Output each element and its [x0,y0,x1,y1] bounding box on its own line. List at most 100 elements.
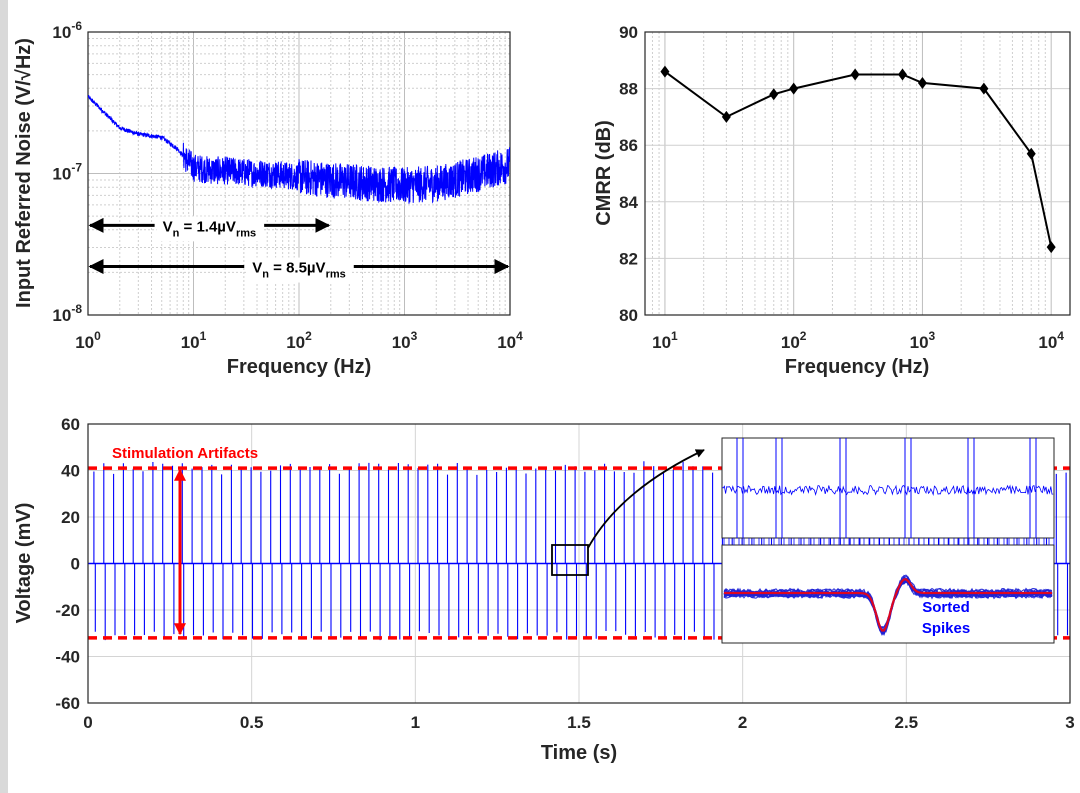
voltage-plot: 0 0.5 1 1.5 2 2.5 3 -60 -40 -20 0 20 40 60 Stimulatio… [13,415,1075,764]
noise-y-tick-1-exp: -7 [71,161,82,175]
noise-x-tick-0-exp: 0 [94,329,101,343]
cmrr-x-tick-2-base: 10 [910,333,929,352]
spikes-inset-traces [723,574,1053,636]
zoom-inset-artifact-1 [775,438,783,538]
zoom-region-box [551,544,589,576]
noise-annotation-0-part-1: n [173,227,180,239]
noise-annotation-0: Vn = 1.4µVrms [163,218,257,239]
voltage-y-tick-0: -60 [55,694,80,713]
noise-y-tick-2: 10-6 [52,19,82,42]
noise-y-tick-2-base: 10 [52,23,71,42]
cmrr-curve [660,65,1056,254]
noise-y-tick-1: 10-7 [52,161,82,184]
noise-x-label: Frequency (Hz) [227,356,371,378]
cmrr-marker-3 [789,82,799,95]
voltage-axes-box [87,423,1071,704]
noise-annotation-bg-0 [156,216,263,242]
noise-annotation-1-part-1: n [262,269,269,281]
cmrr-marker-8 [1026,147,1036,160]
noise-annotation-1-part-0: V [252,260,262,277]
voltage-x-tick-2: 1 [411,713,420,732]
zoom-inset-artifact-5 [1029,438,1037,538]
noise-annotation-0-part-0: V [163,218,173,235]
noise-x-tick-3-exp: 3 [411,329,418,343]
cmrr-grid [645,32,1070,315]
cmrr-y-tick-1: 82 [619,249,638,268]
cmrr-y-tick-2: 84 [619,193,638,212]
noise-y-tick-0-base: 10 [52,306,71,325]
cmrr-axes-box [644,31,1071,316]
noise-x-tick-1: 101 [181,329,207,352]
noise-x-tick-4-base: 10 [497,333,516,352]
cmrr-marker-1 [721,110,731,123]
zoom-arrow [587,449,705,549]
noise-x-tick-1-base: 10 [181,333,200,352]
noise-y-tick-2-exp: -6 [71,19,82,33]
noise-curve-path [88,95,510,204]
voltage-x-tick-0: 0 [83,713,92,732]
cmrr-x-tick-1: 102 [781,329,807,352]
noise-y-label: Input Referred Noise (V/√Hz) [13,38,35,308]
voltage-y-tick-2: -20 [55,601,80,620]
noise-annotation-bg-1 [246,257,352,283]
cmrr-x-tick-0-base: 10 [652,333,671,352]
cmrr-y-tick-3: 86 [619,136,638,155]
sorted-label: Sorted [922,599,970,616]
voltage-x-label: Time (s) [541,742,617,764]
page-left-margin [0,0,8,793]
voltage-ticks: 0 0.5 1 1.5 2 2.5 3 -60 -40 -20 0 20 40 60 [55,415,1074,732]
cmrr-marker-0 [660,65,670,78]
cmrr-x-tick-0: 101 [652,329,678,352]
voltage-x-tick-6: 3 [1065,713,1074,732]
noise-annotation-1: Vn = 8.5µVrms [252,260,346,281]
voltage-x-tick-3: 1.5 [567,713,591,732]
noise-x-tick-3-base: 10 [392,333,411,352]
voltage-x-tick-1: 0.5 [240,713,264,732]
zoom-inset-artifact-0 [736,438,744,538]
cmrr-line [664,70,1053,248]
noise-y-tick-1-base: 10 [52,165,71,184]
noise-annotation-0-part-3: rms [236,227,256,239]
noise-x-tick-2: 102 [286,329,312,352]
noise-axes-box [87,31,511,316]
noise-x-tick-0: 100 [75,329,101,352]
spike-mean-trace [724,578,1052,632]
zoom-inset-artifact-3 [904,438,912,538]
voltage-y-tick-3: 0 [71,555,80,574]
cmrr-marker-2 [769,88,779,101]
noise-x-tick-0-base: 10 [75,333,94,352]
zoom-inset-artifact-2 [839,438,847,538]
noise-x-tick-4: 104 [497,329,523,352]
stimulation-artifacts-label: Stimulation Artifacts [112,445,258,462]
cmrr-y-tick-5: 90 [619,23,638,42]
noise-annotation-1-part-2: = 8.5µV [269,260,326,277]
voltage-y-tick-4: 20 [61,508,80,527]
cmrr-x-tick-3-base: 10 [1038,333,1057,352]
spikes-label: Spikes [922,620,970,637]
zoom-inset [721,437,1055,539]
noise-x-tick-4-exp: 4 [516,329,523,343]
noise-x-tick-2-base: 10 [286,333,305,352]
cmrr-x-tick-2: 103 [910,329,936,352]
zoom-inset-box [721,437,1055,539]
zoom-inset-artifact-4 [967,438,975,538]
cmrr-x-tick-1-base: 10 [781,333,800,352]
noise-y-tick-0-exp: -8 [71,302,82,316]
zoom-inset-trace [722,438,1054,538]
noise-annotation-0-part-2: = 1.4µV [179,218,236,235]
voltage-y-tick-5: 40 [61,462,80,481]
noise-x-tick-2-exp: 2 [305,329,312,343]
cmrr-x-tick-2-exp: 3 [929,329,936,343]
cmrr-marker-7 [979,82,989,95]
sorted-spikes-inset: Sorted Spikes [721,538,1055,644]
cmrr-x-label: Frequency (Hz) [785,356,929,378]
noise-curve [88,95,510,204]
cmrr-x-tick-0-exp: 1 [671,329,678,343]
cmrr-marker-9 [1046,241,1056,254]
voltage-y-label: Voltage (mV) [13,503,35,624]
